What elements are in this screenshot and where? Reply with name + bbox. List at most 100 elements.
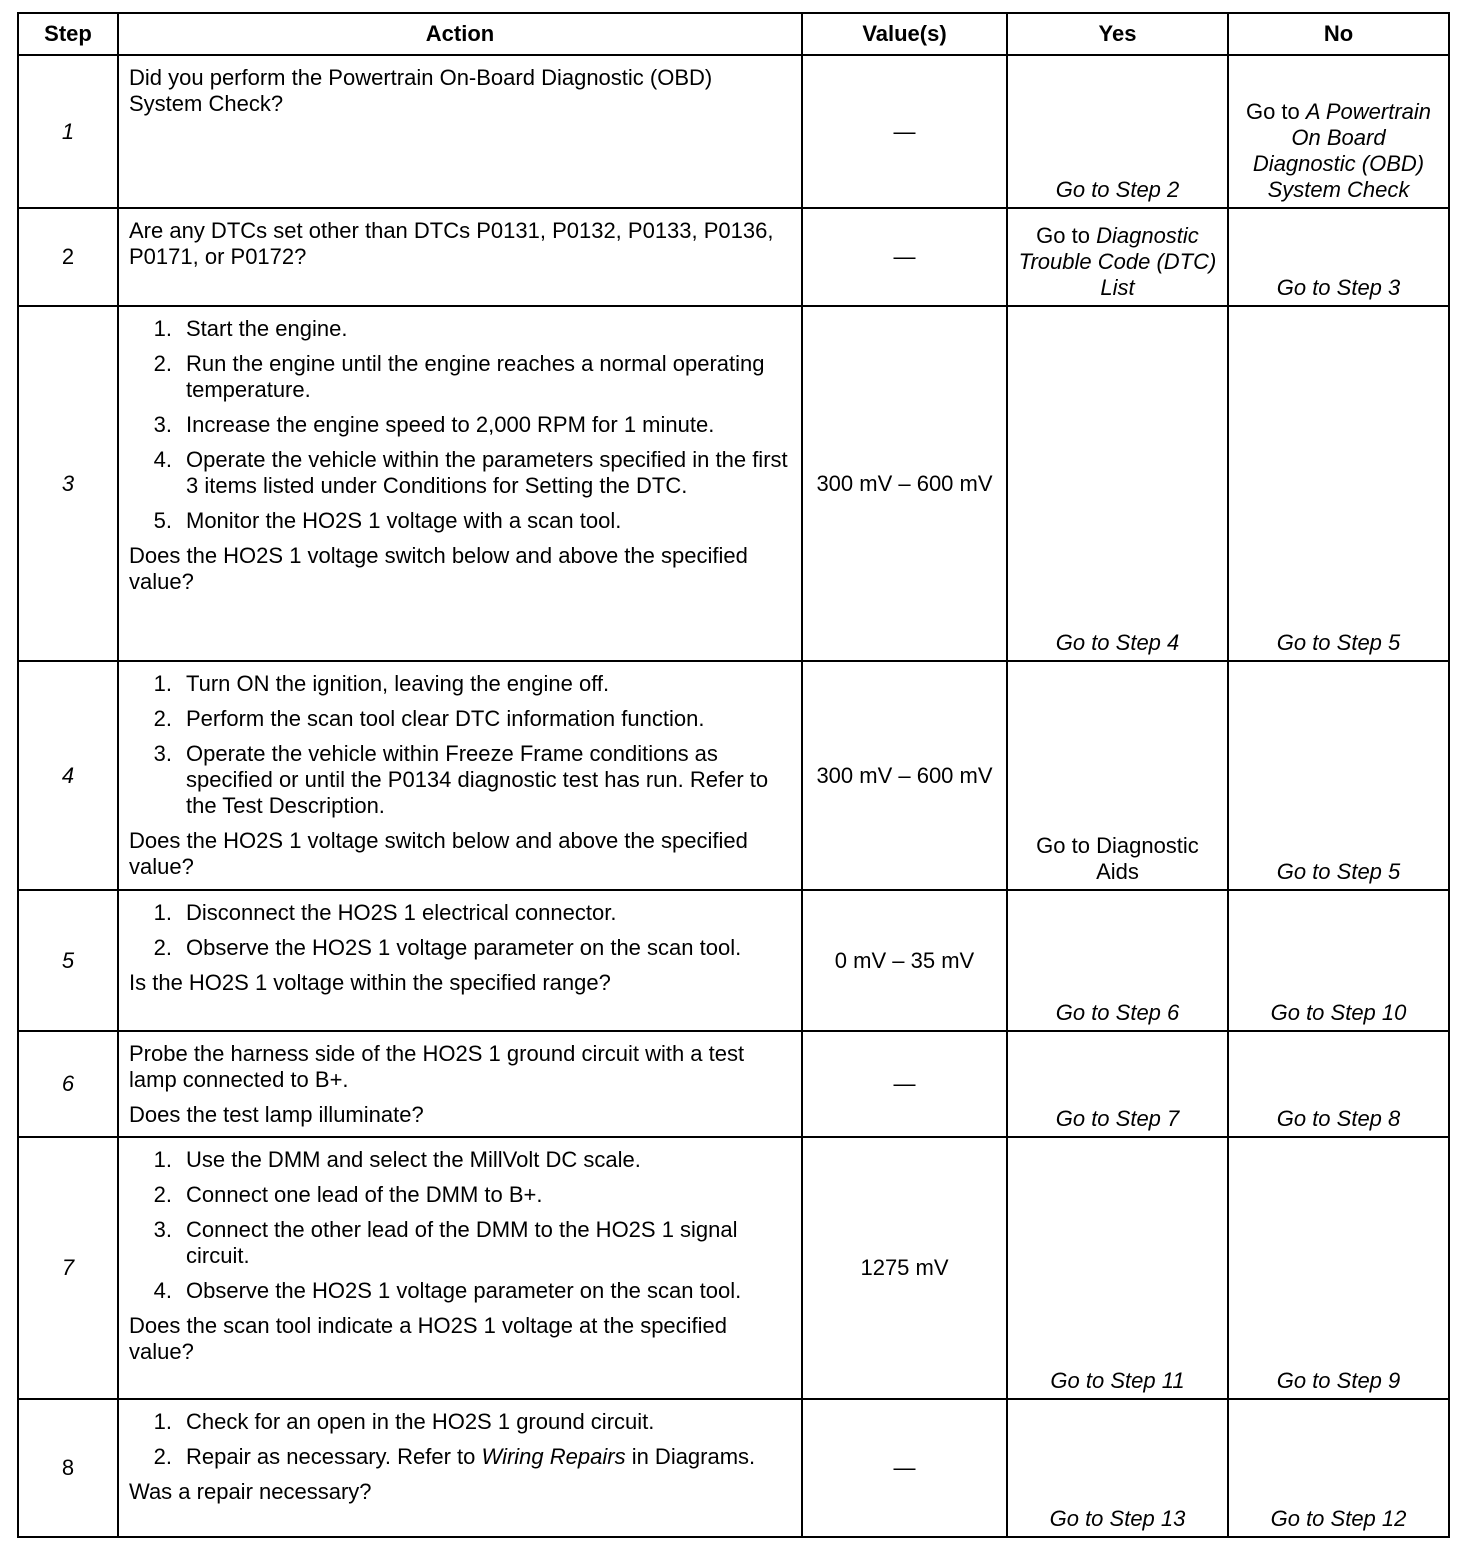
action-step: 1. Turn ON the ignition, leaving the engi… [129, 671, 791, 697]
action-step: 1. Check for an open in the HO2S 1 ground… [129, 1409, 791, 1435]
header-yes: Yes [1006, 12, 1229, 56]
step-text: Connect one lead of the DMM to B+. [186, 1182, 542, 1208]
text-segment: Use the DMM and select the MillVolt DC s… [186, 1147, 641, 1172]
text-segment: Check for an open in the HO2S 1 ground c… [186, 1409, 655, 1434]
text-segment: Go to Step 3 [1276, 275, 1401, 300]
text-segment: Go to Step 13 [1049, 1506, 1186, 1531]
step-index: 2. [153, 351, 172, 376]
text-segment: Observe the HO2S 1 voltage parameter on … [186, 935, 742, 960]
no-cell: Go to Step 3 [1227, 207, 1450, 307]
value-cell: 300 mV – 600 mV [801, 305, 1008, 662]
yes-cell: Go to Step 13 [1006, 1398, 1229, 1538]
action-step: 1. Use the DMM and select the MillVolt DC… [129, 1147, 791, 1173]
action-cell: 1. Start the engine. 2. Run the engine unti… [117, 305, 803, 662]
action-text: Are any DTCs set other than DTCs P0131, … [129, 218, 774, 269]
action-step: 1. Disconnect the HO2S 1 electrical conne… [129, 900, 791, 926]
step-text: Increase the engine speed to 2,000 RPM f… [186, 412, 714, 438]
table-row: 8 1. Check for an open in the HO2S 1 groun… [17, 1398, 1450, 1538]
text-segment: Run the engine until the engine reaches … [186, 351, 765, 402]
action-step: 3. Connect the other lead of the DMM to t… [129, 1217, 791, 1269]
action-cell: 1. Use the DMM and select the MillVolt DC… [117, 1136, 803, 1400]
step-text: Connect the other lead of the DMM to the… [186, 1217, 791, 1269]
text-segment: Go to Step 2 [1055, 177, 1180, 202]
step-text: Observe the HO2S 1 voltage parameter on … [186, 935, 741, 961]
action-step: 2. Observe the HO2S 1 voltage parameter o… [129, 935, 791, 961]
action-text: Did you perform the Powertrain On-Board … [129, 65, 713, 116]
value-cell: 0 mV – 35 mV [801, 889, 1008, 1032]
text-segment: Go to Step 11 [1050, 1368, 1185, 1393]
text-segment: Repair as necessary. Refer to [186, 1444, 482, 1469]
step-index: 2. [153, 935, 172, 960]
step-text: Perform the scan tool clear DTC informat… [186, 706, 704, 732]
value-cell: 1275 mV [801, 1136, 1008, 1400]
header-values: Value(s) [801, 12, 1008, 56]
action-cell: Probe the harness side of the HO2S 1 gro… [117, 1030, 803, 1138]
action-steps: 1. Check for an open in the HO2S 1 ground… [129, 1409, 791, 1470]
value-cell: — [801, 1030, 1008, 1138]
text-segment: Go to [1245, 99, 1306, 124]
step-number: 8 [17, 1398, 119, 1538]
action-step: 5. Monitor the HO2S 1 voltage with a scan… [129, 508, 791, 534]
table-row: 5 1. Disconnect the HO2S 1 electrical conn… [17, 889, 1450, 1032]
action-step: 2. Run the engine until the engine reache… [129, 351, 791, 403]
action-steps: 1. Turn ON the ignition, leaving the engi… [129, 671, 791, 819]
step-number: 6 [17, 1030, 119, 1138]
text-segment: Connect one lead of the DMM to B+. [186, 1182, 543, 1207]
step-text: Disconnect the HO2S 1 electrical connect… [186, 900, 616, 926]
text-segment: Go to Step 9 [1276, 1368, 1401, 1393]
text-segment: Go to Step 5 [1276, 859, 1401, 884]
action-cell: 1. Turn ON the ignition, leaving the engi… [117, 660, 803, 891]
text-segment: Operate the vehicle within the parameter… [186, 447, 788, 498]
no-cell: Go to Step 12 [1227, 1398, 1450, 1538]
step-number: 5 [17, 889, 119, 1032]
step-number: 4 [17, 660, 119, 891]
header-action: Action [117, 12, 803, 56]
action-step: 3. Operate the vehicle within Freeze Fram… [129, 741, 791, 819]
step-index: 1. [153, 316, 172, 341]
step-text: Operate the vehicle within Freeze Frame … [186, 741, 791, 819]
no-cell: Go to Step 5 [1227, 305, 1450, 662]
text-segment: Go to Step 6 [1055, 1000, 1180, 1025]
text-segment: Connect the other lead of the DMM to the… [186, 1217, 738, 1268]
text-segment: Go to [1036, 223, 1097, 248]
action-step: 1. Start the engine. [129, 316, 791, 342]
text-segment: Disconnect the HO2S 1 electrical connect… [186, 900, 617, 925]
yes-cell: Go to Diagnostic Trouble Code (DTC) List [1006, 207, 1229, 307]
action-question: Does the test lamp illuminate? [129, 1102, 424, 1127]
text-segment: Diagnostic Trouble Code (DTC) List [1018, 223, 1217, 300]
diagnostic-table: Step Action Value(s) Yes No 1 Did you per… [17, 12, 1450, 1538]
step-number: 1 [17, 54, 119, 209]
step-number: 2 [17, 207, 119, 307]
action-question: Does the scan tool indicate a HO2S 1 vol… [129, 1313, 728, 1364]
step-index: 1. [153, 1147, 172, 1172]
text-segment: Operate the vehicle within Freeze Frame … [186, 741, 769, 818]
text-segment: Go to Step 10 [1270, 1000, 1407, 1025]
action-steps: 1. Start the engine. 2. Run the engine unti… [129, 316, 791, 534]
table-row: 7 1. Use the DMM and select the MillVolt D… [17, 1136, 1450, 1400]
action-cell: Are any DTCs set other than DTCs P0131, … [117, 207, 803, 307]
table-row: 1 Did you perform the Powertrain On-Board… [17, 54, 1450, 209]
yes-cell: Go to Diagnostic Aids [1006, 660, 1229, 891]
action-step: 2. Repair as necessary. Refer to Wiring R… [129, 1444, 791, 1470]
action-steps: 1. Use the DMM and select the MillVolt DC… [129, 1147, 791, 1304]
text-segment: Observe the HO2S 1 voltage parameter on … [186, 1278, 742, 1303]
step-text: Start the engine. [186, 316, 347, 342]
table-row: 6 Probe the harness side of the HO2S 1 gr… [17, 1030, 1450, 1138]
text-segment: A Powertrain On Board Diagnostic (OBD) S… [1252, 99, 1432, 202]
text-segment: Wiring Repairs [481, 1444, 626, 1469]
no-cell: Go to Step 9 [1227, 1136, 1450, 1400]
step-text: Run the engine until the engine reaches … [186, 351, 791, 403]
step-text: Use the DMM and select the MillVolt DC s… [186, 1147, 641, 1173]
text-segment: Perform the scan tool clear DTC informat… [186, 706, 705, 731]
value-cell: — [801, 1398, 1008, 1538]
table-row: 2 Are any DTCs set other than DTCs P0131,… [17, 207, 1450, 307]
header-row: Step Action Value(s) Yes No [17, 12, 1450, 56]
text-segment: Go to Step 12 [1270, 1506, 1407, 1531]
step-number: 7 [17, 1136, 119, 1400]
text-segment: Go to Step 7 [1055, 1106, 1180, 1131]
step-index: 2. [153, 1182, 172, 1207]
action-steps: 1. Disconnect the HO2S 1 electrical conne… [129, 900, 791, 961]
text-segment: Monitor the HO2S 1 voltage with a scan t… [186, 508, 622, 533]
step-index: 3. [153, 412, 172, 437]
text-segment: Start the engine. [186, 316, 348, 341]
